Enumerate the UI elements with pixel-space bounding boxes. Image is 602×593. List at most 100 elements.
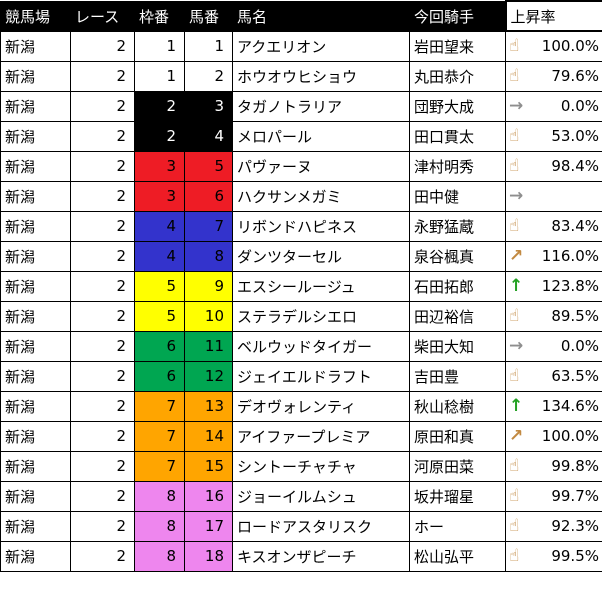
rate-wrap: ☝ 99.7% (509, 487, 599, 505)
race-table: 競馬場 レース 枠番 馬番 馬名 今回騎手 上昇率 新潟 2 1 1 アクエリオン 岩田望… (0, 0, 602, 572)
rate-wrap: ☝ 53.0% (509, 127, 599, 145)
bracket-number-cell: 8 (134, 510, 185, 542)
bracket-number-cell: 8 (134, 540, 185, 572)
table-row: 新潟 2 7 13 デオヴォレンティ 秋山稔樹 ↑ 134.6% (0, 390, 602, 422)
bracket-number-cell: 3 (134, 180, 185, 212)
header-rise-rate: 上昇率 (504, 0, 602, 32)
track-cell: 新潟 (0, 540, 71, 572)
jockey-cell: 団野大成 (409, 90, 506, 122)
horse-name-cell: リボンドハピネス (232, 210, 410, 242)
track-cell: 新潟 (0, 120, 71, 152)
finger-up-icon: ☝ (509, 65, 520, 86)
table-row: 新潟 2 1 2 ホウオウヒショウ 丸田恭介 ☝ 79.6% (0, 60, 602, 92)
horse-number-cell: 15 (184, 450, 233, 482)
rate-cell: → 0.0% (505, 330, 602, 362)
track-cell: 新潟 (0, 300, 71, 332)
track-cell: 新潟 (0, 270, 71, 302)
race-cell: 2 (70, 240, 135, 272)
finger-up-icon: ☝ (509, 35, 520, 56)
jockey-cell: ホー (409, 510, 506, 542)
rate-value: 0.0% (560, 337, 599, 355)
rate-wrap: → (509, 187, 599, 205)
bracket-number-cell: 4 (134, 240, 185, 272)
track-cell: 新潟 (0, 210, 71, 242)
horse-number-cell: 9 (184, 270, 233, 302)
table-row: 新潟 2 5 9 エスシールージュ 石田拓郎 ↑ 123.8% (0, 270, 602, 302)
jockey-cell: 泉谷楓真 (409, 240, 506, 272)
jockey-cell: 松山弘平 (409, 540, 506, 572)
track-cell: 新潟 (0, 390, 71, 422)
race-cell: 2 (70, 120, 135, 152)
horse-number-cell: 5 (184, 150, 233, 182)
rate-wrap: ↗ 100.0% (509, 427, 599, 445)
bracket-number-cell: 6 (134, 330, 185, 362)
rate-wrap: → 0.0% (509, 337, 599, 355)
header-jockey: 今回騎手 (409, 0, 506, 32)
rate-wrap: ☝ 99.5% (509, 547, 599, 565)
race-cell: 2 (70, 360, 135, 392)
table-row: 新潟 2 4 8 ダンツターセル 泉谷楓真 ↗ 116.0% (0, 240, 602, 272)
finger-up-icon: ☝ (509, 365, 520, 386)
rate-wrap: ☝ 99.8% (509, 457, 599, 475)
bracket-number-cell: 7 (134, 390, 185, 422)
jockey-cell: 田辺裕信 (409, 300, 506, 332)
table-row: 新潟 2 7 14 アイファープレミア 原田和真 ↗ 100.0% (0, 420, 602, 452)
rate-wrap: → 0.0% (509, 97, 599, 115)
horse-number-cell: 7 (184, 210, 233, 242)
race-cell: 2 (70, 270, 135, 302)
finger-up-icon: ☝ (509, 155, 520, 176)
race-cell: 2 (70, 480, 135, 512)
jockey-cell: 原田和真 (409, 420, 506, 452)
rate-value: 92.3% (551, 517, 599, 535)
track-cell: 新潟 (0, 240, 71, 272)
horse-number-cell: 13 (184, 390, 233, 422)
bracket-number-cell: 3 (134, 150, 185, 182)
horse-name-cell: パヴァーヌ (232, 150, 410, 182)
track-cell: 新潟 (0, 480, 71, 512)
bracket-number-cell: 2 (134, 90, 185, 122)
horse-name-cell: デオヴォレンティ (232, 390, 410, 422)
rate-cell: ☝ 83.4% (505, 210, 602, 242)
race-cell: 2 (70, 330, 135, 362)
table-row: 新潟 2 6 11 ベルウッドタイガー 柴田大知 → 0.0% (0, 330, 602, 362)
horse-number-cell: 17 (184, 510, 233, 542)
race-cell: 2 (70, 30, 135, 62)
horse-name-cell: ハクサンメガミ (232, 180, 410, 212)
rate-wrap: ☝ 100.0% (509, 37, 599, 55)
finger-up-icon: ☝ (509, 485, 520, 506)
race-cell: 2 (70, 450, 135, 482)
horse-number-cell: 12 (184, 360, 233, 392)
horse-name-cell: アイファープレミア (232, 420, 410, 452)
rate-cell: ☝ 99.8% (505, 450, 602, 482)
rate-value: 100.0% (541, 427, 599, 445)
table-row: 新潟 2 1 1 アクエリオン 岩田望来 ☝ 100.0% (0, 30, 602, 62)
horse-number-cell: 6 (184, 180, 233, 212)
header-bracket-number: 枠番 (134, 0, 185, 32)
rate-cell: ☝ 53.0% (505, 120, 602, 152)
horse-name-cell: メロパール (232, 120, 410, 152)
rate-cell: ☝ 99.5% (505, 540, 602, 572)
header-horse-name: 馬名 (232, 0, 410, 32)
rate-value: 100.0% (541, 37, 599, 56)
arrow-diagonal-up-icon: ↗ (509, 425, 524, 446)
rate-wrap: ☝ 92.3% (509, 517, 599, 535)
race-cell: 2 (70, 210, 135, 242)
horse-name-cell: シントーチャチャ (232, 450, 410, 482)
jockey-cell: 永野猛蔵 (409, 210, 506, 242)
rate-cell: ☝ 92.3% (505, 510, 602, 542)
bracket-number-cell: 6 (134, 360, 185, 392)
rate-cell: ☝ 98.4% (505, 150, 602, 182)
table-row: 新潟 2 7 15 シントーチャチャ 河原田菜 ☝ 99.8% (0, 450, 602, 482)
table-row: 新潟 2 8 18 キスオンザピーチ 松山弘平 ☝ 99.5% (0, 540, 602, 572)
header-track: 競馬場 (0, 0, 71, 32)
race-cell: 2 (70, 510, 135, 542)
rate-cell: → (505, 180, 602, 212)
rate-value: 63.5% (551, 367, 599, 385)
rate-wrap: ☝ 63.5% (509, 367, 599, 385)
rate-wrap: ↑ 134.6% (509, 397, 599, 415)
rate-cell: ☝ 89.5% (505, 300, 602, 332)
rate-value: 83.4% (551, 217, 599, 235)
jockey-cell: 秋山稔樹 (409, 390, 506, 422)
track-cell: 新潟 (0, 510, 71, 542)
jockey-cell: 河原田菜 (409, 450, 506, 482)
